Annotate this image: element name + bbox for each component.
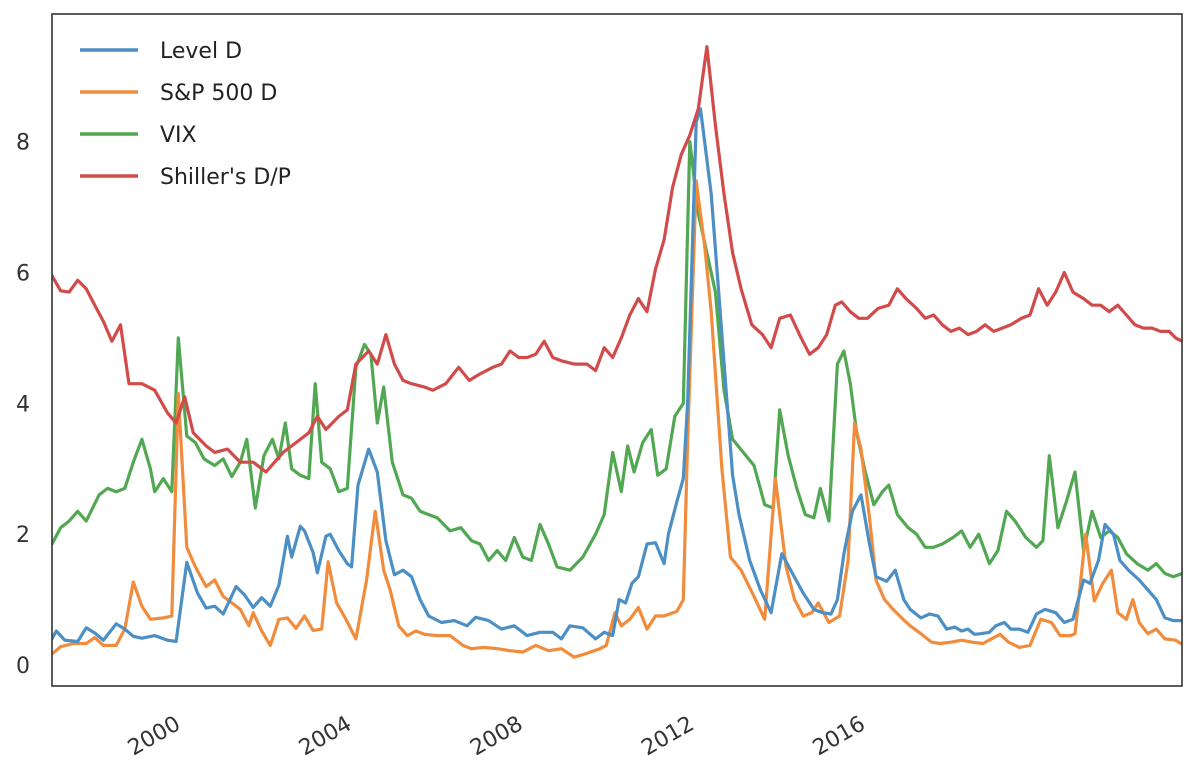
y-tick-label: 6: [16, 261, 30, 286]
x-tick-label: 2012: [637, 712, 698, 762]
y-tick-label: 2: [16, 523, 30, 548]
legend-label-s-p-500-d: S&P 500 D: [160, 81, 277, 106]
series-layer: [52, 45, 1182, 659]
series-line-level-d: [52, 107, 1182, 644]
x-tick-label: 2000: [124, 712, 185, 762]
series-line-shiller-s-d-p: [52, 45, 1182, 474]
y-tick-label: 8: [16, 131, 30, 156]
x-tick-label: 2016: [809, 712, 870, 762]
legend: Level D S&P 500 D VIX Shiller's D/P: [80, 39, 291, 190]
series-line-vix: [52, 140, 1182, 579]
y-tick-label: 0: [16, 654, 30, 679]
series-line-s-p-500-d: [52, 179, 1182, 659]
y-tick-label: 4: [16, 392, 30, 417]
legend-label-shiller-s-d-p: Shiller's D/P: [160, 165, 291, 190]
x-tick-label: 2008: [466, 712, 527, 762]
plot-frame: [51, 13, 1183, 687]
legend-label-vix: VIX: [160, 123, 197, 148]
x-tick-label: 2004: [295, 712, 356, 762]
legend-label-level-d: Level D: [160, 39, 242, 64]
